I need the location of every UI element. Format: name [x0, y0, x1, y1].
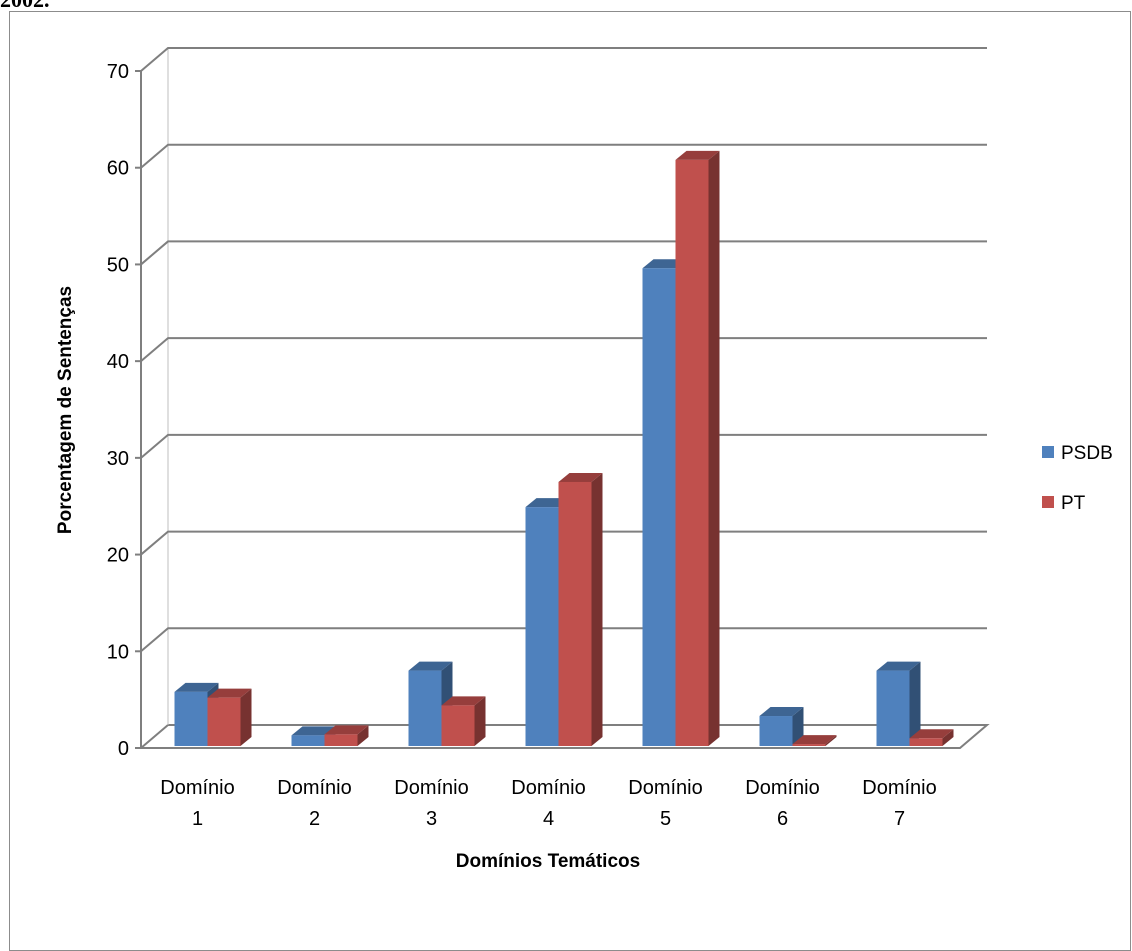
x-category-label: Domínio — [160, 777, 234, 799]
y-axis-title: Porcentagem de Sentenças — [55, 286, 76, 534]
bar-top — [441, 696, 486, 706]
bar-pt-3 — [441, 696, 486, 746]
bar-front — [441, 705, 475, 746]
bar-front — [174, 691, 208, 746]
y-tick-label: 50 — [107, 254, 129, 276]
bar-front — [759, 716, 793, 746]
y-tick-label: 0 — [118, 738, 129, 760]
page-caption: 2002. — [0, 0, 50, 13]
gridline — [140, 433, 987, 459]
bar-psdb-6 — [759, 707, 804, 746]
bar-side — [792, 707, 804, 746]
y-tick-label: 70 — [107, 61, 129, 83]
bar-pt-2 — [324, 725, 369, 746]
bar-front — [876, 670, 910, 746]
bar-side — [357, 725, 369, 746]
bars — [174, 150, 954, 746]
bar-side — [591, 472, 603, 746]
bar-front — [792, 744, 826, 746]
x-category-label: Domínio — [511, 777, 585, 799]
x-category-label: Domínio — [862, 777, 936, 799]
bar-pt-6 — [792, 735, 837, 746]
bar-front — [675, 159, 709, 746]
y-tick-label: 10 — [107, 641, 129, 663]
bar-pt-1 — [207, 688, 252, 746]
y-tick-label: 30 — [107, 448, 129, 470]
x-category-label: 2 — [309, 808, 320, 830]
bar-side — [474, 696, 486, 746]
legend-label: PSDB — [1061, 443, 1113, 464]
gridline — [140, 143, 987, 169]
bar-top — [408, 661, 453, 671]
bar-top — [675, 150, 720, 160]
x-category-label: 5 — [660, 808, 671, 830]
bar-side — [825, 735, 837, 746]
gridline — [140, 47, 987, 72]
chart-walls — [138, 48, 990, 749]
legend-swatch — [1042, 446, 1054, 458]
bar-psdb-7 — [876, 661, 921, 746]
bar-front — [642, 268, 676, 746]
x-category-label: Domínio — [277, 777, 351, 799]
x-axis-categories: Domínio 1 Domínio 2 Domínio 3 Domínio 4 Domínio 5… — [160, 777, 936, 830]
y-tick-label: 60 — [107, 158, 129, 180]
x-category-label: 1 — [192, 808, 203, 830]
bar-top — [759, 707, 804, 717]
bar-side — [909, 661, 921, 746]
chart-floor — [138, 724, 990, 749]
y-tick-label: 20 — [107, 545, 129, 567]
x-category-label: 4 — [543, 808, 554, 830]
bar-pt-7 — [909, 729, 954, 746]
legend-label: PT — [1061, 493, 1086, 514]
x-category-label: 6 — [777, 808, 788, 830]
bar-top — [291, 726, 336, 736]
bar-pt-5 — [675, 150, 720, 746]
bar-front — [909, 738, 943, 746]
bar-side — [942, 729, 954, 746]
y-tick-label: 40 — [107, 351, 129, 373]
bar-front — [525, 507, 559, 746]
bar-front — [558, 481, 592, 746]
bar-side — [240, 688, 252, 746]
bar-top — [207, 688, 252, 698]
bar-pt-4 — [558, 472, 603, 746]
legend-swatch — [1042, 496, 1054, 508]
bar-top — [792, 735, 837, 745]
legend: PSDB PT — [1042, 443, 1113, 514]
bar-front — [207, 697, 241, 746]
bar-top — [174, 682, 219, 692]
bar-top — [909, 729, 954, 739]
x-category-label: Domínio — [628, 777, 702, 799]
x-category-label: Domínio — [745, 777, 819, 799]
bar-front — [324, 734, 358, 746]
x-category-label: 7 — [894, 808, 905, 830]
y-axis-ticks: 0 10 20 30 40 50 60 70 — [107, 61, 141, 760]
gridline — [140, 240, 987, 266]
bar-front — [408, 670, 442, 746]
x-category-label: Domínio — [394, 777, 468, 799]
gridline — [140, 337, 987, 362]
x-axis-title: Domínios Temáticos — [456, 851, 640, 872]
x-category-label: 3 — [426, 808, 437, 830]
bar-top — [876, 661, 921, 671]
bar-front — [291, 735, 325, 746]
bar-top — [558, 472, 603, 482]
bar-side — [708, 150, 720, 746]
bar-top — [324, 725, 369, 735]
